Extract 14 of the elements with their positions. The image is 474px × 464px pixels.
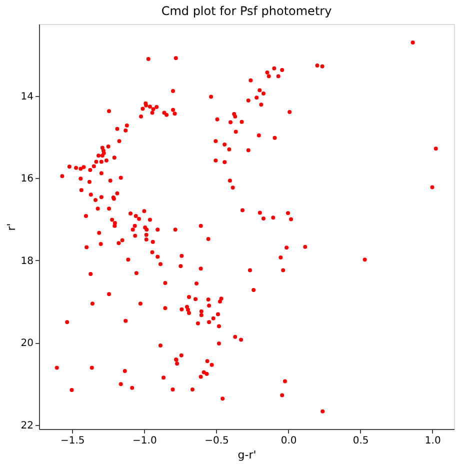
x-axis-title: g-r' bbox=[238, 448, 256, 462]
x-tick-label: 1.0 bbox=[424, 436, 441, 446]
y-tick-label: 16 bbox=[20, 174, 34, 185]
x-tick-label: −0.5 bbox=[204, 436, 229, 446]
x-tick-label: −1.0 bbox=[132, 436, 157, 446]
x-tick-label: 0.5 bbox=[352, 436, 369, 446]
y-tick-label: 14 bbox=[20, 91, 34, 102]
x-tick-label: 0.0 bbox=[280, 436, 297, 446]
x-tick-label: −1.5 bbox=[60, 436, 85, 446]
y-tick-label: 18 bbox=[20, 256, 34, 267]
chart-title: Cmd plot for Psf photometry bbox=[161, 4, 332, 18]
y-tick-label: 20 bbox=[20, 338, 34, 350]
y-axis-title: r' bbox=[4, 223, 18, 231]
y-tick-label: 22 bbox=[20, 420, 34, 432]
